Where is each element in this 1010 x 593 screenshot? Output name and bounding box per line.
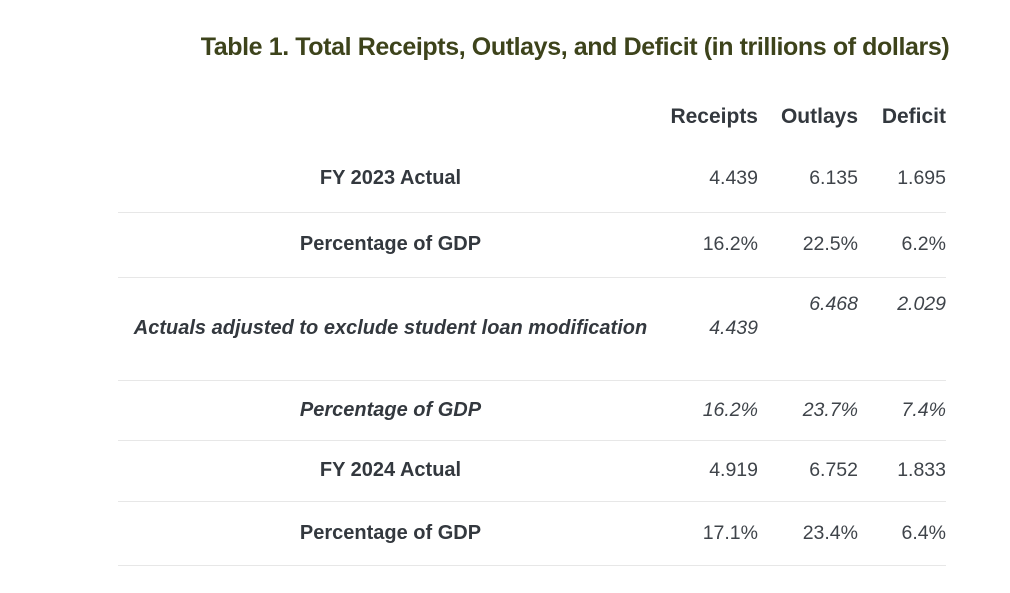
header-row: Receipts Outlays Deficit [118, 88, 946, 146]
row-label: Actuals adjusted to exclude student loan… [118, 277, 663, 381]
cell-outlays: 23.7% [758, 380, 858, 441]
cell-outlays: 6.468 [758, 277, 858, 381]
row-label: Percentage of GDP [118, 380, 663, 441]
column-header-receipts: Receipts [670, 105, 758, 128]
cell-deficit: 6.4% [858, 501, 946, 566]
row-label: FY 2024 Actual [118, 440, 663, 502]
cell-outlays: 23.4% [758, 501, 858, 566]
page-title: Table 1. Total Receipts, Outlays, and De… [200, 33, 950, 61]
cell-outlays: 6.752 [758, 440, 858, 502]
row-label: Percentage of GDP [118, 212, 663, 278]
row-label: FY 2023 Actual [118, 146, 663, 213]
cell-receipts: 16.2% [663, 212, 758, 278]
cell-receipts: 16.2% [663, 380, 758, 441]
table-row-fy2023-actual: FY 2023 Actual 4.439 6.135 1.695 [118, 146, 946, 213]
table-row-fy2023-gdp: Percentage of GDP 16.2% 22.5% 6.2% [118, 212, 946, 278]
header-spacer [118, 88, 663, 146]
cell-outlays: 22.5% [758, 212, 858, 278]
cell-deficit: 6.2% [858, 212, 946, 278]
table-row-adjusted-gdp: Percentage of GDP 16.2% 23.7% 7.4% [118, 380, 946, 441]
cell-receipts: 4.439 [663, 277, 758, 381]
cell-deficit: 2.029 [858, 277, 946, 381]
column-header-deficit: Deficit [881, 105, 946, 128]
table-row-fy2024-actual: FY 2024 Actual 4.919 6.752 1.833 [118, 440, 946, 502]
cell-deficit: 7.4% [858, 380, 946, 441]
table-row-adjusted-actuals: Actuals adjusted to exclude student loan… [118, 277, 946, 381]
cell-receipts: 17.1% [663, 501, 758, 566]
cell-receipts: 4.439 [663, 146, 758, 213]
column-header-outlays: Outlays [780, 105, 858, 128]
cell-deficit: 1.695 [858, 146, 946, 213]
row-label: Percentage of GDP [118, 501, 663, 566]
cell-outlays: 6.135 [758, 146, 858, 213]
budget-table: Receipts Outlays Deficit FY 2023 Actual … [118, 88, 946, 566]
cell-receipts: 4.919 [663, 440, 758, 502]
cell-deficit: 1.833 [858, 440, 946, 502]
table-row-fy2024-gdp: Percentage of GDP 17.1% 23.4% 6.4% [118, 501, 946, 566]
